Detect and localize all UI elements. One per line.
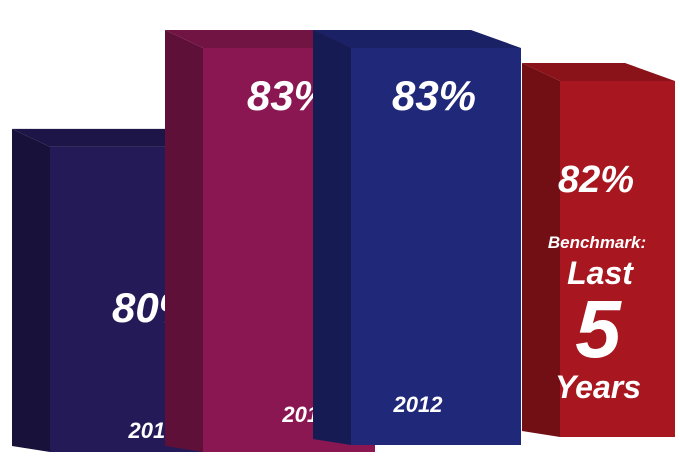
benchmark-number: 5 xyxy=(575,284,622,375)
value-label: 83% xyxy=(392,72,476,119)
benchmark-line2: Years xyxy=(555,369,641,405)
bar-side-face xyxy=(165,30,203,452)
bar-2012: 83% 2012 xyxy=(313,30,521,445)
bar-side-face xyxy=(522,62,560,437)
bar-benchmark: 82% xyxy=(522,62,675,437)
benchmark-annotation: Benchmark: Last 5 Years xyxy=(548,233,646,405)
bar-side-face xyxy=(12,128,50,452)
bar-front-face xyxy=(560,80,675,437)
benchmark-label: Benchmark: xyxy=(548,233,646,252)
benchmark-line1: Last xyxy=(567,255,634,291)
value-label: 82% xyxy=(558,159,634,201)
category-label: 2012 xyxy=(393,392,444,417)
bar-side-face xyxy=(313,30,351,445)
bar-top-face xyxy=(522,62,675,81)
bar-front-face xyxy=(351,48,521,445)
bar-top-face xyxy=(313,30,521,48)
